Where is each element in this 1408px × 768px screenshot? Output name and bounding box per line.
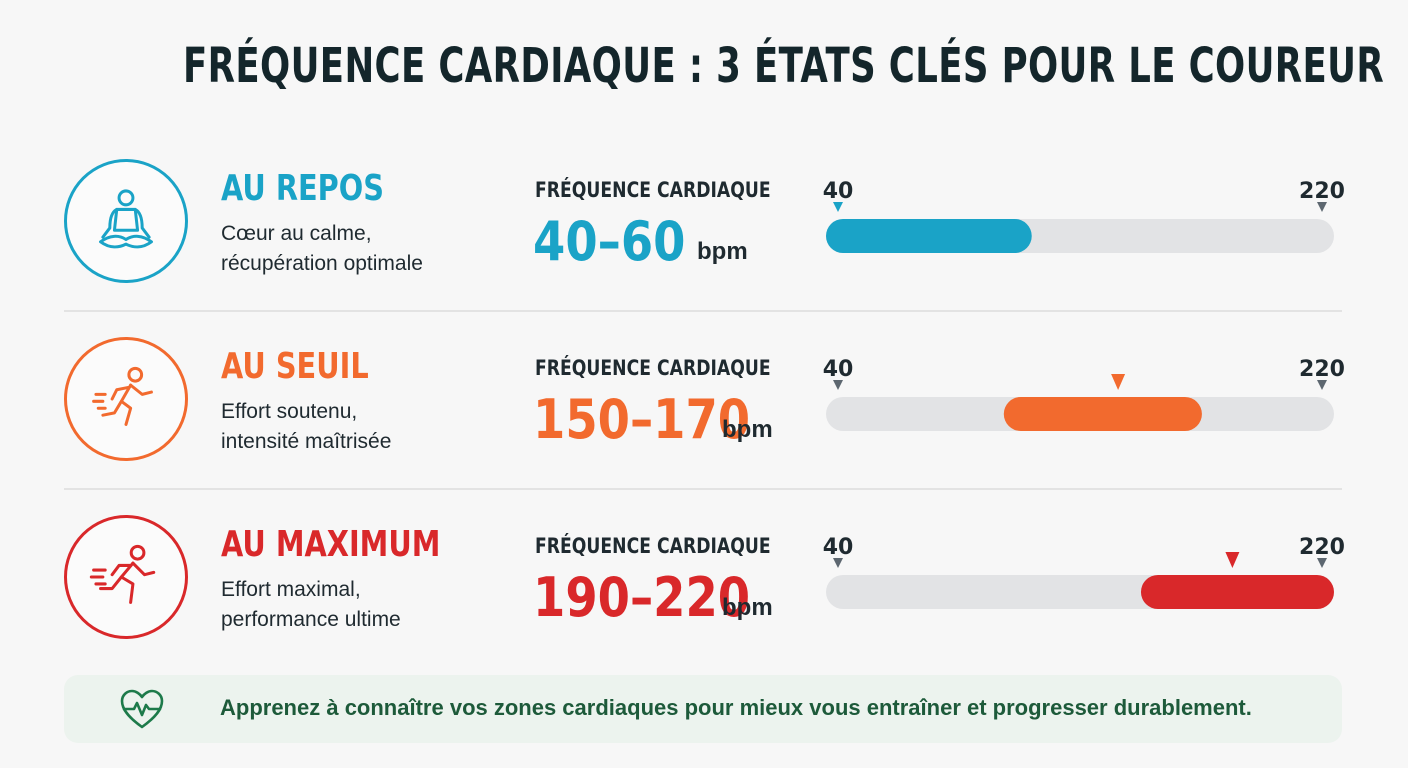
scale-max-label: 220	[1299, 535, 1345, 560]
state-name: AU REPOS	[221, 168, 384, 209]
heart-pulse-icon	[120, 689, 164, 729]
state-name: AU MAXIMUM	[221, 524, 441, 565]
state-row-maximum: AU MAXIMUM Effort maximal, performance u…	[0, 488, 1408, 666]
scale-min-label: 40	[823, 179, 854, 204]
hr-scale-bar: 40 220	[823, 179, 1345, 253]
range-value: 190–220	[533, 566, 751, 629]
hr-scale-bar: 40 220	[823, 357, 1345, 431]
footer-text: Apprenez à connaître vos zones cardiaque…	[220, 695, 1252, 720]
unit-label: bpm	[722, 416, 773, 443]
scale-max-label: 220	[1299, 179, 1345, 204]
scale-min-marker	[833, 202, 843, 212]
state-desc-line2: récupération optimale	[221, 252, 423, 275]
range-value: 150–170	[533, 388, 751, 451]
range-bar	[826, 219, 1032, 253]
meditation-icon	[64, 159, 188, 283]
hr-label: FRÉQUENCE CARDIAQUE	[535, 178, 771, 202]
hr-label: FRÉQUENCE CARDIAQUE	[535, 356, 771, 380]
sprinter-icon	[64, 515, 188, 639]
state-row-threshold: AU SEUIL Effort soutenu, intensité maîtr…	[0, 310, 1408, 488]
state-desc-line2: performance ultime	[221, 608, 401, 631]
unit-label: bpm	[722, 594, 773, 621]
scale-min-marker	[833, 558, 843, 568]
page-title: FRÉQUENCE CARDIAQUE : 3 ÉTATS CLÉS POUR …	[183, 38, 1385, 94]
runner-icon	[64, 337, 188, 461]
state-row-rest: AU REPOS Cœur au calme, récupération opt…	[0, 132, 1408, 310]
range-bar	[1003, 397, 1202, 431]
hr-scale-bar: 40 220	[823, 535, 1345, 609]
scale-min-label: 40	[823, 357, 854, 382]
divider	[64, 310, 1342, 312]
unit-label: bpm	[697, 238, 748, 265]
scale-min-marker	[833, 380, 843, 390]
range-bar	[1140, 575, 1334, 609]
scale-max-label: 220	[1299, 357, 1345, 382]
scale-max-marker	[1317, 558, 1327, 568]
scale-max-marker	[1317, 380, 1327, 390]
range-value: 40–60	[533, 210, 686, 273]
state-desc-line1: Cœur au calme,	[221, 222, 372, 245]
divider	[64, 488, 1342, 490]
scale-max-marker	[1317, 202, 1327, 212]
hr-label: FRÉQUENCE CARDIAQUE	[535, 534, 771, 558]
state-desc-line1: Effort soutenu,	[221, 400, 358, 423]
scale-min-label: 40	[823, 535, 854, 560]
footer-banner: Apprenez à connaître vos zones cardiaque…	[64, 675, 1342, 743]
range-pointer	[1225, 552, 1240, 568]
state-name: AU SEUIL	[221, 346, 369, 387]
state-desc-line1: Effort maximal,	[221, 578, 361, 601]
state-desc-line2: intensité maîtrisée	[221, 430, 392, 453]
range-pointer	[1111, 374, 1126, 390]
